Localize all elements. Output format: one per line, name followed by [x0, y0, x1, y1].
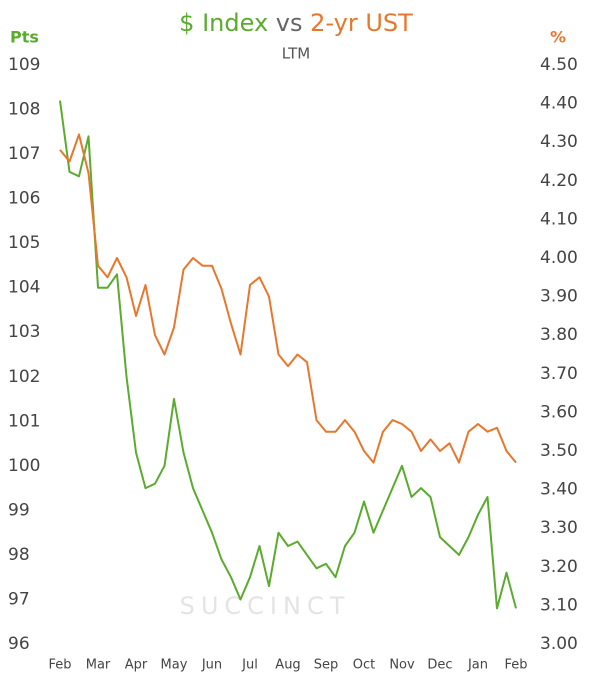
x-tick-label: Jun	[201, 658, 222, 673]
title-part: vs	[276, 9, 303, 37]
chart-title: $ Index vs 2-yr UST	[179, 9, 413, 37]
y-tick-label: 102	[8, 367, 40, 387]
y2-tick-label: 3.40	[540, 480, 578, 500]
y2-tick-label: 4.50	[540, 55, 578, 75]
x-tick-label: Aug	[275, 658, 300, 673]
y2-tick-label: 3.50	[540, 441, 578, 461]
y2-tick-label: 3.60	[540, 402, 578, 422]
y-axis-label: Pts	[10, 28, 39, 47]
y-tick-label: 109	[8, 55, 40, 75]
title-part: 2-yr UST	[310, 9, 413, 37]
x-tick-label: Feb	[48, 658, 71, 673]
y-tick-label: 104	[8, 278, 40, 298]
y2-axis-label: %	[550, 28, 566, 47]
title-part: $ Index	[179, 9, 268, 37]
y2-tick-label: 3.90	[540, 287, 578, 307]
watermark: SUCCINCT	[180, 592, 351, 620]
x-tick-label: Mar	[86, 658, 111, 673]
y-tick-label: 99	[8, 500, 30, 520]
y-tick-label: 106	[8, 189, 40, 209]
y-tick-label: 103	[8, 322, 40, 342]
x-tick-label: Jul	[241, 658, 258, 673]
x-tick-label: Oct	[353, 658, 375, 673]
series-line	[59, 133, 517, 464]
x-tick-label: Jan	[467, 658, 488, 673]
y-tick-label: 97	[8, 589, 30, 609]
y2-tick-label: 4.30	[540, 132, 578, 152]
x-tick-label: Dec	[427, 658, 452, 673]
y-tick-label: 98	[8, 545, 30, 565]
x-tick-label: Feb	[504, 658, 527, 673]
y-tick-label: 101	[8, 411, 40, 431]
y-tick-label: 107	[8, 144, 40, 164]
y2-tick-label: 3.20	[540, 557, 578, 577]
y-tick-label: 108	[8, 100, 40, 120]
y-tick-label: 100	[8, 456, 40, 476]
y2-tick-label: 4.20	[540, 171, 578, 191]
x-tick-label: Apr	[125, 658, 148, 673]
y2-tick-label: 4.00	[540, 248, 578, 268]
y2-tick-label: 3.80	[540, 325, 578, 345]
y2-tick-label: 4.10	[540, 209, 578, 229]
subtitle: LTM	[282, 45, 310, 63]
y2-tick-label: 4.40	[540, 94, 578, 114]
y2-tick-label: 3.00	[540, 634, 578, 654]
y2-tick-label: 3.10	[540, 595, 578, 615]
x-tick-label: Sep	[314, 658, 339, 673]
y-tick-label: 105	[8, 233, 40, 253]
y2-tick-label: 3.70	[540, 364, 578, 384]
x-tick-label: May	[161, 658, 188, 673]
series-line	[59, 100, 517, 610]
y2-tick-label: 3.30	[540, 518, 578, 538]
y-tick-label: 96	[8, 634, 30, 654]
x-tick-label: Nov	[389, 658, 415, 673]
